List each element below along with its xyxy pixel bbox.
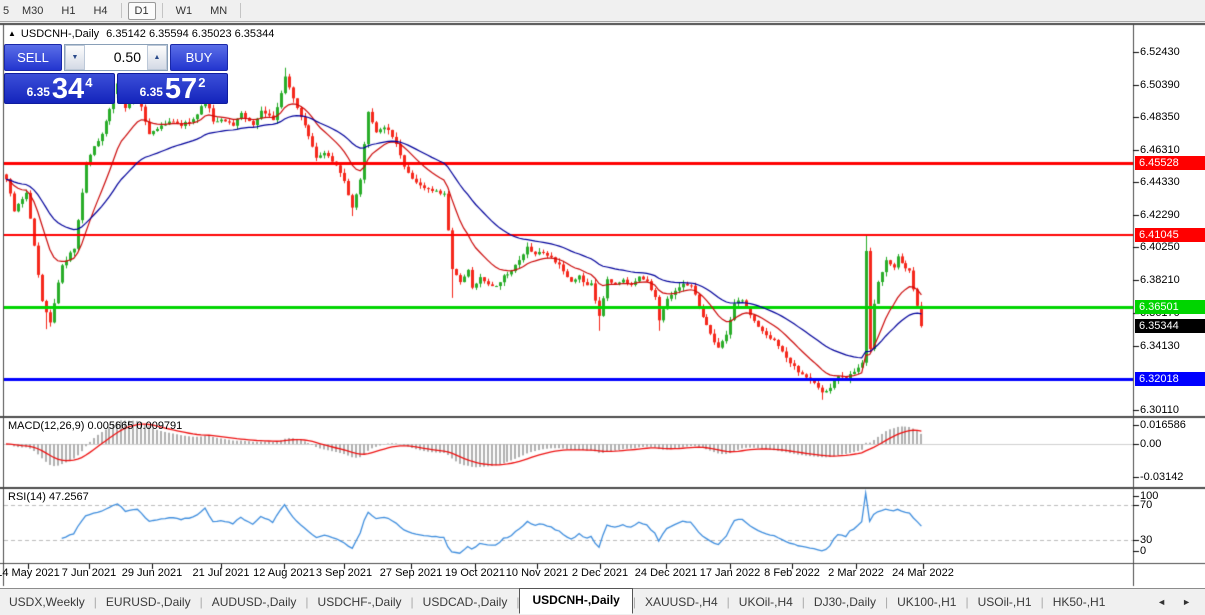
tab-separator: | <box>801 595 805 609</box>
rsi-axis-tick-label: 100 <box>1140 490 1159 502</box>
tab-separator: | <box>632 595 636 609</box>
chart-tab-hk50-[interactable]: HK50-,H1 <box>1052 595 1106 609</box>
date-axis-tick-label: 3 Sep 2021 <box>315 567 373 579</box>
date-axis-tick-label: 21 Jul 2021 <box>192 567 250 579</box>
chart-ohlc-values: 6.35142 6.35594 6.35023 6.35344 <box>106 28 275 40</box>
chart-title: ▲ USDCNH-,Daily 6.35142 6.35594 6.35023 6.… <box>8 28 274 40</box>
price-axis-tick-label: 6.40250 <box>1140 241 1180 254</box>
price-axis-tick-label: 6.48350 <box>1140 111 1180 124</box>
buy-price-pips: 57 <box>164 73 198 105</box>
date-axis-tick-label: 17 Jan 2022 <box>699 567 761 579</box>
date-axis-tick-label: 2 Dec 2021 <box>571 567 629 579</box>
date-axis-tick-label: 24 Mar 2022 <box>892 567 954 579</box>
timeframe-button-m5[interactable]: 5 <box>3 4 10 17</box>
timeframe-button-h1[interactable]: H1 <box>61 4 76 17</box>
date-axis-tick-label: 8 Feb 2022 <box>764 567 820 579</box>
date-axis-tick-label: 27 Sep 2021 <box>379 567 443 579</box>
tab-separator: | <box>410 595 414 609</box>
chart-tab-usdcnh-[interactable]: USDCNH-,Daily <box>519 588 633 614</box>
price-axis-tick-label: 6.50390 <box>1140 78 1180 91</box>
timeframe-button-mn[interactable]: MN <box>210 4 228 17</box>
one-click-trading-widget: SELL ▼ 0.50 ▲ BUY 6.35 34 4 6.35 57 2 <box>4 44 228 104</box>
tab-separator: | <box>305 595 309 609</box>
date-axis-tick-label: 24 Dec 2021 <box>634 567 698 579</box>
price-axis-tick-label: 6.46310 <box>1140 144 1180 157</box>
price-axis-tick-label: 6.44330 <box>1140 175 1180 188</box>
sell-price-point: 4 <box>85 75 93 90</box>
date-axis-tick-label: 7 Jun 2021 <box>61 567 117 579</box>
price-axis-tick-label: 6.52430 <box>1140 46 1180 58</box>
chart-tab-eurusd-[interactable]: EURUSD-,Daily <box>105 595 191 609</box>
date-axis-tick-label: 29 Jun 2021 <box>121 567 183 579</box>
toolbar-separator <box>240 3 242 18</box>
tab-separator: | <box>1040 595 1044 609</box>
volume-increase-button[interactable]: ▲ <box>147 45 167 70</box>
volume-decrease-button[interactable]: ▼ <box>65 45 85 70</box>
price-line-badge: 6.41045 <box>1135 227 1205 242</box>
tab-scroll-left-icon[interactable]: ◄ <box>1157 597 1167 607</box>
tab-separator: | <box>726 595 730 609</box>
chart-tab-usdchf-[interactable]: USDCHF-,Daily <box>317 595 402 609</box>
buy-button[interactable]: BUY <box>170 44 228 71</box>
buy-price-panel[interactable]: 6.35 57 2 <box>117 73 228 104</box>
toolbar-separator <box>161 3 163 18</box>
macd-axis-tick-label: 0.00 <box>1140 438 1162 450</box>
date-axis-tick-label: 19 Oct 2021 <box>445 567 505 579</box>
sell-price-panel[interactable]: 6.35 34 4 <box>4 73 115 104</box>
price-line-badge: 6.36501 <box>1135 300 1205 315</box>
chart-tab-usoil-[interactable]: USOil-,H1 <box>977 595 1032 609</box>
macd-axis-tick-label: 0.016586 <box>1140 419 1186 431</box>
chart-tab-dj30-[interactable]: DJ30-,Daily <box>813 595 876 609</box>
chart-tab-usdcad-[interactable]: USDCAD-,Daily <box>422 595 508 609</box>
timeframe-button-m30[interactable]: M30 <box>22 4 44 17</box>
rsi-axis-tick-label: 30 <box>1140 534 1153 546</box>
date-axis-tick-label: 2 Mar 2022 <box>828 567 884 579</box>
tab-scroll-right-icon[interactable]: ► <box>1182 597 1191 607</box>
collapse-icon[interactable]: ▲ <box>8 29 16 38</box>
price-axis-tick-label: 6.30110 <box>1140 404 1179 416</box>
date-axis-tick-label: 10 Nov 2021 <box>505 567 569 579</box>
price-axis-tick-label: 6.34130 <box>1140 339 1180 352</box>
rsi-axis-tick-label: 70 <box>1140 499 1153 511</box>
chart-tab-uk100-[interactable]: UK100-,H1 <box>897 595 957 609</box>
tab-separator: | <box>93 595 97 609</box>
buy-price-point: 2 <box>198 75 206 90</box>
sell-price-prefix: 6.35 <box>26 85 50 99</box>
timeframe-button-w1[interactable]: W1 <box>175 4 193 17</box>
sell-price-pips: 34 <box>51 73 85 105</box>
price-line-badge: 6.32018 <box>1135 372 1205 387</box>
price-line-badge: 6.45528 <box>1135 155 1205 170</box>
volume-input[interactable]: 0.50 <box>113 49 141 65</box>
price-axis-tick-label: 6.38210 <box>1140 274 1180 287</box>
tab-separator: | <box>516 595 520 609</box>
toolbar-separator <box>120 3 122 18</box>
chart-tab-audusd-[interactable]: AUDUSD-,Daily <box>211 595 297 609</box>
date-axis-tick-label: 12 Aug 2021 <box>253 567 315 579</box>
chart-symbol-label: USDCNH-,Daily <box>20 28 100 40</box>
macd-indicator-label: MACD(12,26,9) 0.005665 0.009791 <box>8 420 183 432</box>
chart-tab-xauusd-[interactable]: XAUUSD-,H4 <box>644 595 718 609</box>
timeframe-button-h4[interactable]: H4 <box>93 4 108 17</box>
sell-button[interactable]: SELL <box>4 44 62 71</box>
tab-separator: | <box>199 595 203 609</box>
chart-tab-usdx[interactable]: USDX,Weekly <box>9 595 85 609</box>
tab-separator: | <box>965 595 969 609</box>
price-chart-canvas[interactable] <box>0 22 1205 588</box>
buy-price-prefix: 6.35 <box>139 85 163 99</box>
chart-tab-ukoil-[interactable]: UKOil-,H4 <box>738 595 793 609</box>
timeframe-toolbar: 5 M30 H1 H4 D1 W1 MN <box>0 0 1205 22</box>
date-axis-tick-label: 14 May 2021 <box>0 567 60 579</box>
price-line-badge: 6.35344 <box>1135 319 1205 334</box>
chart-tab-bar: USDX,Weekly | EURUSD-,Daily | AUDUSD-,Daily |… <box>0 588 1205 615</box>
price-axis-tick-label: 6.42290 <box>1140 208 1180 221</box>
rsi-indicator-label: RSI(14) 47.2567 <box>8 491 89 503</box>
rsi-axis-tick-label: 0 <box>1140 545 1147 557</box>
macd-axis-tick-label: -0.03142 <box>1140 471 1184 483</box>
tab-separator: | <box>884 595 889 609</box>
volume-stepper: ▼ 0.50 ▲ <box>64 44 168 71</box>
timeframe-button-d1[interactable]: D1 <box>127 1 156 20</box>
